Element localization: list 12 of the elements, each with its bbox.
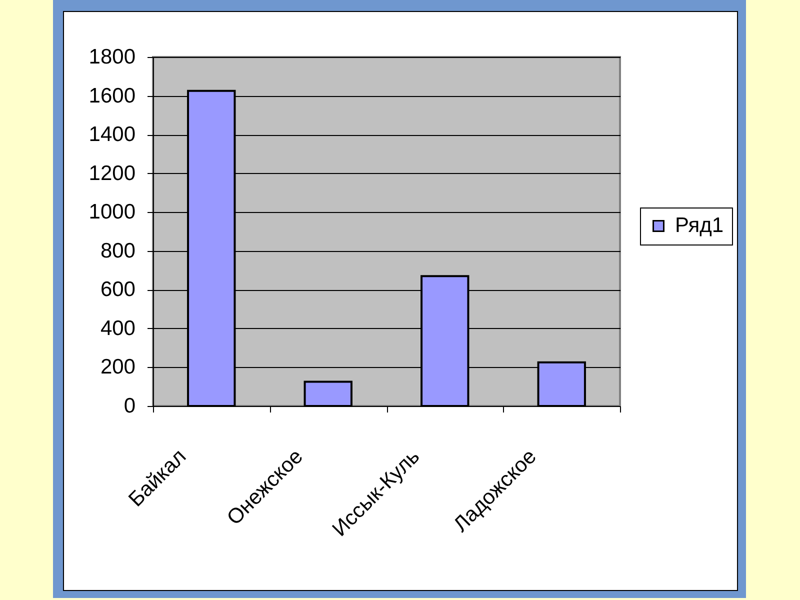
y-tick-label: 200 [100, 356, 136, 379]
y-tick-label: 1600 [88, 84, 136, 108]
y-tick-label: 0 [124, 394, 136, 418]
y-tick-label: 1200 [88, 162, 136, 185]
bar [304, 380, 352, 407]
y-tick-label: 600 [100, 278, 136, 302]
y-tick-label: 1800 [88, 46, 136, 68]
y-tick-label: 800 [100, 239, 136, 262]
y-tick-label: 400 [100, 316, 136, 340]
legend-label: Ряд1 [675, 214, 724, 237]
y-tick-label: 1400 [88, 123, 136, 146]
y-tick-label: 1000 [88, 200, 136, 224]
